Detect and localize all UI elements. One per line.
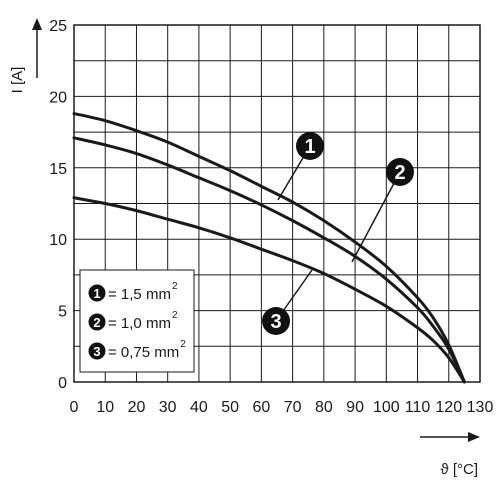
x-tick-label: 40 (190, 399, 208, 416)
y-tick-labels: 0 5 10 15 20 25 (49, 18, 67, 392)
legend-badge-number-2: 2 (93, 315, 100, 330)
series-callout-leader-2 (351, 171, 401, 263)
y-axis-arrow-head (32, 18, 42, 30)
legend-badge-number-1: 1 (93, 286, 100, 301)
x-tick-label: 0 (70, 399, 79, 416)
legend-badge-1 (88, 284, 106, 302)
x-tick-label: 20 (128, 399, 146, 416)
x-tick-label: 120 (435, 399, 462, 416)
x-tick-label: 50 (221, 399, 239, 416)
y-axis-title: I [A] (9, 18, 42, 93)
y-tick-label: 20 (49, 89, 67, 106)
x-axis-label: ϑ [°C] (440, 461, 478, 478)
x-tick-label: 10 (96, 399, 114, 416)
legend-label-1: = 1,5 mm (108, 286, 171, 303)
x-tick-label: 100 (373, 399, 400, 416)
x-tick-label: 80 (315, 399, 333, 416)
y-tick-label: 25 (49, 18, 67, 35)
legend: 1 = 1,5 mm 22 = 1,0 mm 23 = 0,75 mm 2 (79, 269, 195, 373)
y-tick-label: 15 (49, 161, 67, 178)
curves (72, 112, 466, 384)
x-tick-label: 60 (252, 399, 270, 416)
legend-label-2: = 1,0 mm (108, 315, 171, 332)
series-markers: 1 2 3 (262, 132, 414, 335)
series-callout-number-3: 3 (270, 311, 281, 333)
y-tick-label: 5 (58, 304, 67, 321)
plot-frame (73, 24, 481, 383)
x-tick-label: 90 (346, 399, 364, 416)
series-line-3 (72, 196, 466, 384)
x-tick-label: 70 (284, 399, 302, 416)
series-callout-number-2: 2 (394, 162, 405, 184)
y-tick-label: 10 (49, 232, 67, 249)
x-tick-labels: 0 10 20 30 40 50 60 70 80 90 100 110 120 130 (70, 399, 494, 416)
x-tick-label: 130 (467, 399, 494, 416)
series-callout-badge-1 (296, 132, 324, 160)
series-line-2 (72, 136, 466, 384)
series-callout-badge-3 (262, 307, 290, 335)
y-axis-label: I [A] (9, 67, 26, 94)
legend-badge-number-3: 3 (93, 344, 100, 359)
x-axis-title: ϑ [°C] (420, 432, 480, 478)
legend-label-superscript-3: 2 (180, 339, 186, 350)
x-tick-label: 110 (405, 399, 431, 416)
legend-badge-2 (88, 313, 106, 331)
series-callout-badge-2 (386, 158, 414, 186)
legend-badge-3 (88, 342, 106, 360)
legend-label-superscript-1: 2 (172, 281, 178, 292)
y-tick-label: 0 (58, 375, 67, 392)
series-line-1 (72, 112, 466, 384)
legend-label-3: = 0,75 mm (108, 344, 179, 361)
plot-border (73, 24, 481, 383)
x-tick-label: 30 (159, 399, 177, 416)
x-axis-arrow-head (468, 432, 480, 442)
legend-label-superscript-2: 2 (172, 310, 178, 321)
series-callout-number-1: 1 (304, 136, 315, 158)
